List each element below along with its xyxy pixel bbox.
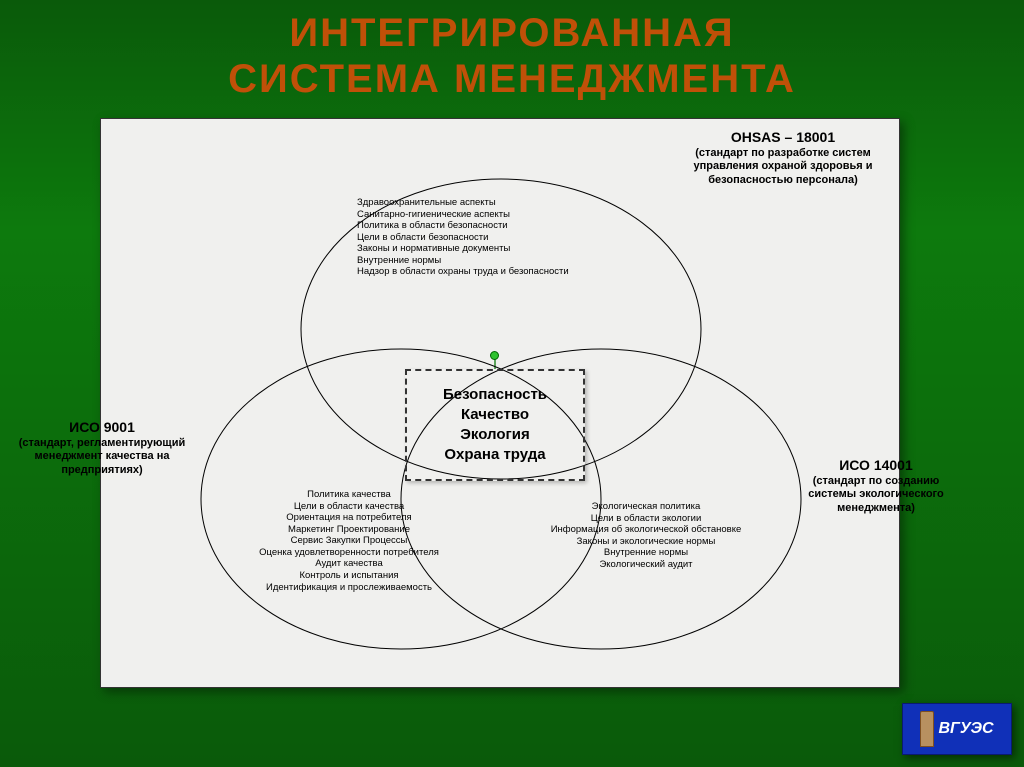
label-iso14001-sub: (стандарт по созданию системы экологичес… [801, 475, 951, 516]
list-item: Политика качества [249, 489, 449, 501]
list-item: Внутренние нормы [541, 547, 751, 559]
iso9001-aspects-list: Политика качестваЦели в области качества… [249, 489, 449, 593]
list-item: Ориентация на потребителя [249, 512, 449, 524]
venn-center-box: БезопасностьКачествоЭкологияОхрана труда [405, 369, 585, 481]
iso14001-aspects-list: Экологическая политикаЦели в области эко… [541, 501, 751, 570]
center-line: Безопасность [443, 385, 547, 405]
center-line: Охрана труда [444, 445, 545, 465]
slide-title: ИНТЕГРИРОВАННАЯ СИСТЕМА МЕНЕДЖМЕНТА [0, 0, 1024, 102]
list-item: Маркетинг Проектирование [249, 524, 449, 536]
list-item: Внутренние нормы [357, 255, 617, 267]
label-ohsas-sub: (стандарт по разработке систем управлени… [669, 147, 897, 188]
list-item: Экологический аудит [541, 559, 751, 571]
venn-diagram-box: OHSAS – 18001 (стандарт по разработке си… [100, 118, 900, 688]
list-item: Надзор в области охраны труда и безопасн… [357, 266, 617, 278]
logo-tower-icon [920, 711, 934, 747]
list-item: Законы и экологические нормы [541, 536, 751, 548]
center-line: Экология [460, 425, 530, 445]
center-line: Качество [461, 405, 529, 425]
list-item: Здравоохранительные аспекты [357, 197, 617, 209]
label-iso9001-sub: (стандарт, регламентирующий менеджмент к… [17, 437, 187, 478]
list-item: Идентификация и прослеживаемость [249, 582, 449, 594]
label-ohsas-18001: OHSAS – 18001 (стандарт по разработке си… [669, 129, 897, 188]
list-item: Цели в области безопасности [357, 232, 617, 244]
label-iso-14001: ИСО 14001 (стандарт по созданию системы … [801, 457, 951, 516]
label-iso9001-title: ИСО 9001 [17, 419, 187, 437]
list-item: Политика в области безопасности [357, 220, 617, 232]
list-item: Информация об экологической обстановке [541, 524, 751, 536]
connector-dot-icon [490, 351, 499, 360]
list-item: Сервис Закупки Процессы [249, 535, 449, 547]
vgues-logo: ВГУЭС [902, 703, 1012, 755]
title-line1: ИНТЕГРИРОВАННАЯ [0, 10, 1024, 56]
label-ohsas-title: OHSAS – 18001 [669, 129, 897, 147]
list-item: Контроль и испытания [249, 570, 449, 582]
list-item: Экологическая политика [541, 501, 751, 513]
list-item: Оценка удовлетворенности потребителя [249, 547, 449, 559]
list-item: Цели в области экологии [541, 513, 751, 525]
label-iso-9001: ИСО 9001 (стандарт, регламентирующий мен… [17, 419, 187, 478]
label-iso14001-title: ИСО 14001 [801, 457, 951, 475]
logo-text: ВГУЭС [938, 720, 993, 738]
list-item: Законы и нормативные документы [357, 243, 617, 255]
ohsas-aspects-list: Здравоохранительные аспектыСанитарно-гиг… [357, 197, 617, 278]
list-item: Цели в области качества [249, 501, 449, 513]
list-item: Санитарно-гигиенические аспекты [357, 209, 617, 221]
title-line2: СИСТЕМА МЕНЕДЖМЕНТА [0, 56, 1024, 102]
list-item: Аудит качества [249, 558, 449, 570]
